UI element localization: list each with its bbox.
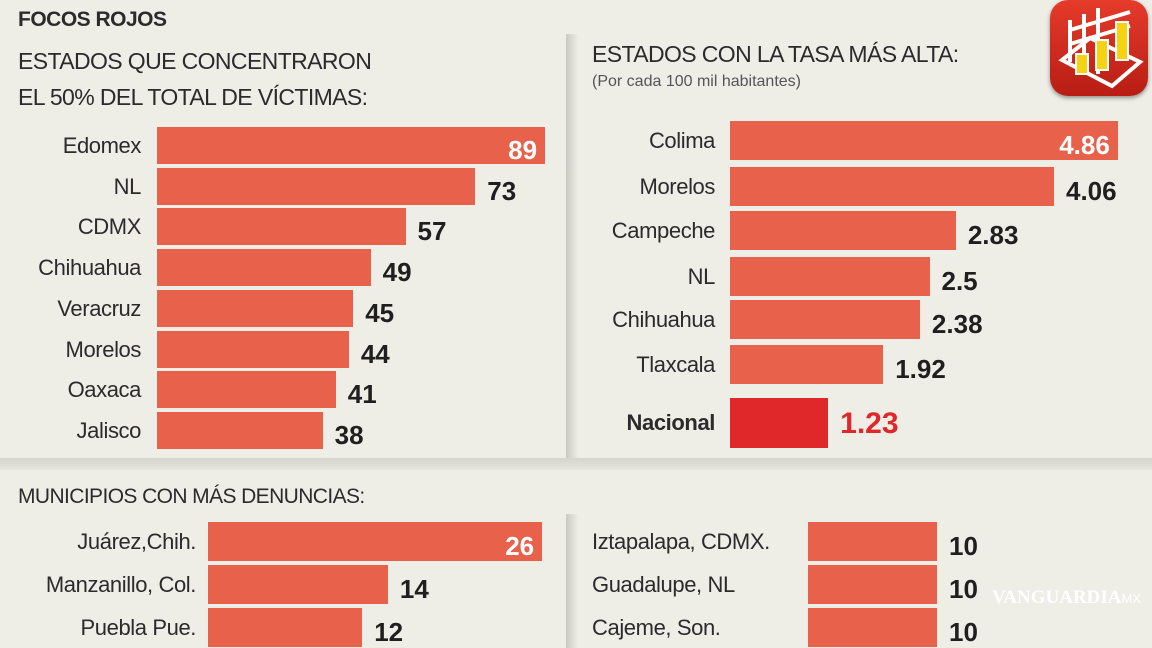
bar-value-label: 1.92 <box>895 353 946 384</box>
bar-value-label: 2.38 <box>931 308 983 339</box>
bar-value-label: 45 <box>365 297 395 328</box>
bar-value-label: 14 <box>399 573 429 604</box>
page-title: FOCOS ROJOS <box>18 8 167 31</box>
bar <box>157 208 406 245</box>
bar-value-label: 12 <box>374 616 404 647</box>
bar <box>730 257 930 296</box>
bar <box>730 211 956 250</box>
bar <box>157 168 476 205</box>
chart1-title-line2: EL 50% DEL TOTAL DE VÍCTIMAS: <box>18 84 368 110</box>
bar-value-label: 41 <box>347 378 377 409</box>
bar-value-label: 2.83 <box>967 219 1019 250</box>
bar-label: Jalisco <box>76 417 142 443</box>
bar <box>157 127 546 164</box>
bar-value-label: 2.5 <box>941 265 978 296</box>
bar <box>730 398 829 448</box>
bar-label: NL <box>687 263 716 289</box>
bar-label: Guadalupe, NL <box>592 571 735 597</box>
bar-label: Chihuahua <box>38 254 141 280</box>
bar <box>730 300 920 339</box>
bar-label: Juárez,Chih. <box>77 528 196 554</box>
bar-value-label: 26 <box>505 530 535 561</box>
bar-value-label: 1.23 <box>840 407 899 440</box>
bar <box>157 412 323 449</box>
bar <box>157 290 354 327</box>
bar-label: Oaxaca <box>67 376 142 402</box>
bar-label: Chihuahua <box>612 306 715 332</box>
bar-value-label: 4.06 <box>1065 175 1117 206</box>
bar-label: Edomex <box>62 132 142 158</box>
bar-label: Veracruz <box>57 295 141 321</box>
bar-chart-app-icon <box>1050 0 1148 96</box>
bar-label: CDMX <box>77 213 142 239</box>
bar-label: NL <box>113 173 142 199</box>
bar-value-label: 89 <box>508 134 538 165</box>
panel-divider-top <box>566 34 578 458</box>
bar-value-label: 4.86 <box>1059 129 1110 160</box>
bar <box>730 345 884 384</box>
bar <box>808 608 937 647</box>
bar <box>808 565 937 604</box>
bar <box>157 249 371 286</box>
bar-label: Colima <box>648 127 715 153</box>
bar-value-label: 49 <box>382 256 412 287</box>
watermark-suffix: MX <box>1121 591 1142 606</box>
bar <box>157 371 336 408</box>
bar <box>208 608 363 647</box>
bar <box>730 167 1054 206</box>
panel-divider-bottom <box>566 514 578 648</box>
section-divider <box>0 458 1152 470</box>
bar-label: Morelos <box>639 173 716 199</box>
bar-label: Nacional <box>626 410 716 435</box>
bar <box>208 522 543 561</box>
bar-label: Manzanillo, Col. <box>45 571 197 597</box>
bar-value-label: 57 <box>417 215 447 246</box>
watermark-text: VANGUARDIA <box>992 587 1122 608</box>
bar-label: Tlaxcala <box>636 351 715 377</box>
bar-label: Cajeme, Son. <box>592 614 721 640</box>
bar-label: Iztapalapa, CDMX. <box>592 528 770 554</box>
bar-label: Puebla Pue. <box>80 614 197 640</box>
bar-value-label: 10 <box>949 530 978 561</box>
bar <box>157 331 349 368</box>
bar <box>808 522 937 561</box>
bar-value-label: 38 <box>334 419 364 450</box>
bar-label: Morelos <box>65 336 142 362</box>
watermark: VANGUARDIAMX <box>992 588 1141 607</box>
bar-value-label: 73 <box>487 175 517 206</box>
bar-label: Campeche <box>611 217 716 243</box>
bar-value-label: 10 <box>949 573 978 604</box>
chart2-title: ESTADOS CON LA TASA MÁS ALTA: <box>592 41 959 67</box>
chart3-title: MUNICIPIOS CON MÁS DENUNCIAS: <box>18 485 365 508</box>
bar-value-label: 44 <box>360 338 390 369</box>
chart2-subtitle: (Por cada 100 mil habitantes) <box>592 73 801 90</box>
bar-value-label: 10 <box>949 616 978 647</box>
chart1-title-line1: ESTADOS QUE CONCENTRARON <box>18 48 372 74</box>
bar <box>208 565 388 604</box>
bar <box>730 121 1118 160</box>
